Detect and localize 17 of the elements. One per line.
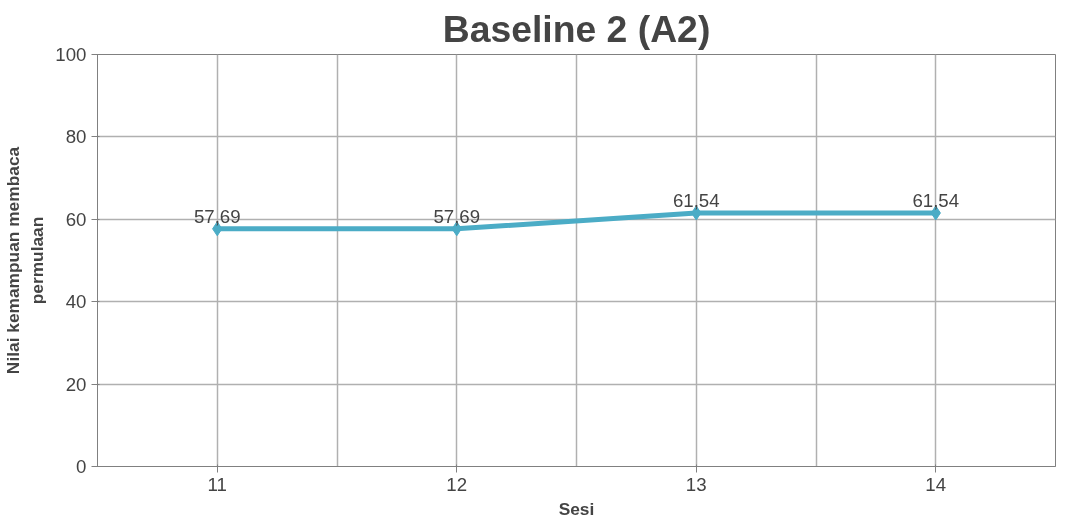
x-tick-label: 11 xyxy=(207,473,227,495)
y-tick-label: 60 xyxy=(65,208,87,230)
x-axis-title: Sesi xyxy=(558,498,595,519)
data-label: 61,54 xyxy=(912,189,960,211)
data-label: 57,69 xyxy=(193,205,241,227)
y-tick-label: 0 xyxy=(76,456,87,477)
y-tick-label: 20 xyxy=(65,373,87,395)
y-axis-title: Nilai kemampuan membaca permulaan xyxy=(3,146,48,375)
y-tick-label: 80 xyxy=(65,126,87,148)
chart-title: Baseline 2 (A2) xyxy=(442,7,711,50)
y-tick-label: 100 xyxy=(55,44,87,65)
data-label: 57,69 xyxy=(433,205,481,227)
x-tick-label: 13 xyxy=(685,473,707,495)
x-tick-label: 12 xyxy=(446,473,468,495)
data-label: 61,54 xyxy=(672,189,720,211)
x-tick-label: 14 xyxy=(925,473,947,495)
y-tick-label: 40 xyxy=(65,291,87,313)
